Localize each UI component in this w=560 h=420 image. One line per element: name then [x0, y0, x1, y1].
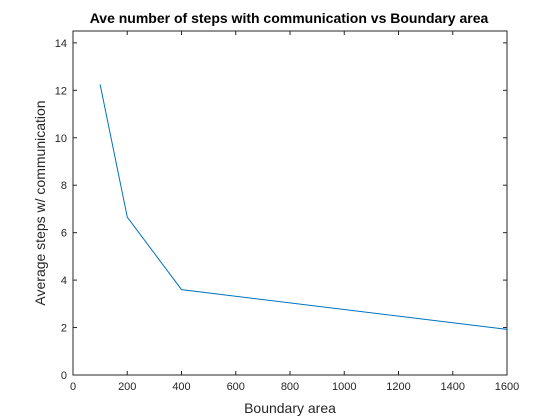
y-tick-label: 6 [61, 228, 67, 240]
x-axis-label: Boundary area [244, 400, 336, 416]
y-tick-label: 4 [61, 275, 67, 287]
y-axis-label: Average steps w/ communication [32, 100, 48, 305]
plot-area [72, 30, 508, 376]
series-group [99, 84, 508, 330]
chart-title: Ave number of steps with communication v… [90, 10, 489, 26]
series-line [99, 84, 508, 330]
y-tick-label: 14 [55, 38, 67, 50]
y-tick-label: 8 [61, 180, 67, 192]
x-tick-label: 1200 [386, 381, 410, 393]
x-tick-label: 1400 [441, 381, 465, 393]
y-tick-label: 12 [55, 85, 67, 97]
x-tick-label: 200 [118, 381, 136, 393]
axis-ticks: 0 200 400 600 800 1000 1200 1400 1600 0 2 4 6 8 10 12 14 [55, 31, 519, 393]
y-tick-label: 0 [61, 370, 67, 382]
y-tick-label: 2 [61, 323, 67, 335]
x-tick-label: 400 [172, 381, 190, 393]
x-tick-label: 1600 [495, 381, 519, 393]
x-tick-label: 0 [70, 381, 76, 393]
x-tick-label: 800 [281, 381, 299, 393]
x-tick-label: 1000 [332, 381, 356, 393]
x-tick-label: 600 [227, 381, 245, 393]
y-tick-label: 10 [55, 133, 67, 145]
